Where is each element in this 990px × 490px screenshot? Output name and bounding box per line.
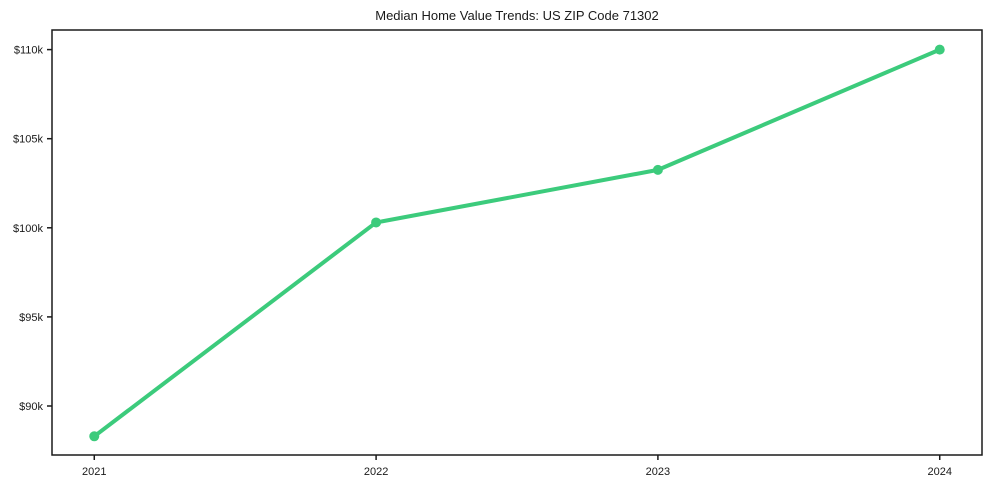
x-tick-label: 2023 bbox=[646, 466, 670, 478]
data-point bbox=[89, 431, 100, 442]
y-tick-label: $105k bbox=[13, 134, 43, 146]
trend-line bbox=[92, 47, 942, 439]
data-point bbox=[934, 44, 945, 55]
y-tick-label: $100k bbox=[13, 223, 43, 235]
y-tick-label: $90k bbox=[19, 401, 43, 413]
plot-frame bbox=[51, 29, 983, 456]
x-tick-label: 2024 bbox=[927, 466, 951, 478]
x-tick-label: 2021 bbox=[82, 466, 106, 478]
y-tick-label: $110k bbox=[14, 45, 44, 57]
y-tick-label: $95k bbox=[19, 312, 43, 324]
data-point bbox=[652, 164, 663, 175]
x-tick-label: 2022 bbox=[364, 466, 388, 478]
data-point bbox=[371, 217, 382, 228]
chart-title: Median Home Value Trends: US ZIP Code 71… bbox=[375, 8, 659, 23]
